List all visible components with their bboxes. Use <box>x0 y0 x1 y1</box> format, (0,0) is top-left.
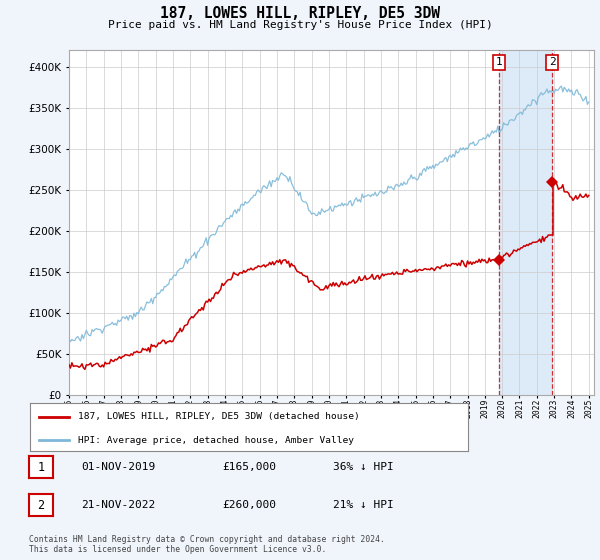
Text: £165,000: £165,000 <box>222 462 276 472</box>
Text: 2: 2 <box>549 57 556 67</box>
Text: 21% ↓ HPI: 21% ↓ HPI <box>333 500 394 510</box>
Text: 36% ↓ HPI: 36% ↓ HPI <box>333 462 394 472</box>
Text: 2: 2 <box>37 498 44 512</box>
Text: 1: 1 <box>37 460 44 474</box>
Text: 1: 1 <box>496 57 503 67</box>
Text: 187, LOWES HILL, RIPLEY, DE5 3DW: 187, LOWES HILL, RIPLEY, DE5 3DW <box>160 6 440 21</box>
Text: HPI: Average price, detached house, Amber Valley: HPI: Average price, detached house, Ambe… <box>78 436 354 445</box>
Bar <box>499 50 552 395</box>
Text: 187, LOWES HILL, RIPLEY, DE5 3DW (detached house): 187, LOWES HILL, RIPLEY, DE5 3DW (detach… <box>78 412 360 421</box>
Text: £260,000: £260,000 <box>222 500 276 510</box>
Text: 01-NOV-2019: 01-NOV-2019 <box>81 462 155 472</box>
Text: Contains HM Land Registry data © Crown copyright and database right 2024.
This d: Contains HM Land Registry data © Crown c… <box>29 535 385 554</box>
Text: Price paid vs. HM Land Registry's House Price Index (HPI): Price paid vs. HM Land Registry's House … <box>107 20 493 30</box>
Text: 21-NOV-2022: 21-NOV-2022 <box>81 500 155 510</box>
